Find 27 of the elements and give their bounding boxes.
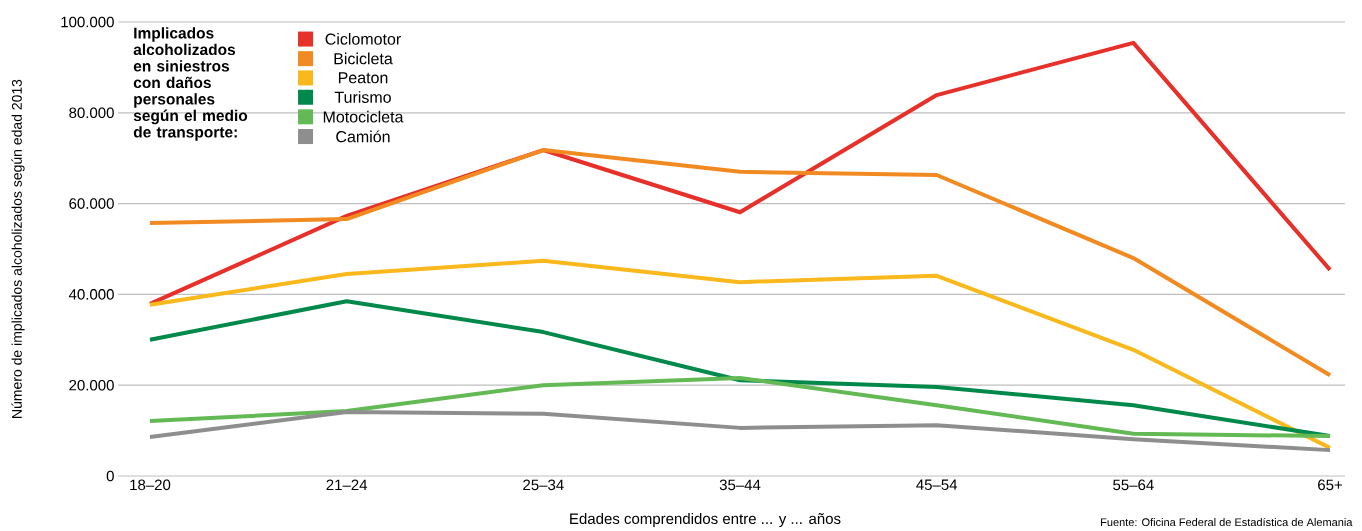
y-tick-label: 100.000 (61, 16, 114, 28)
line-series (148, 375, 1333, 439)
legend-label: Turismo (334, 91, 391, 103)
y-axis-title: Número de implicados alcoholizados según edad 2013 (11, 79, 25, 418)
line-series (148, 409, 1333, 453)
y-tick-label: 80.000 (69, 107, 114, 119)
x-tick-label: 45–54 (916, 479, 958, 490)
x-tick-label: 25–34 (523, 479, 564, 491)
x-tick-label: 35–44 (719, 479, 761, 491)
y-tick-label: 40.000 (68, 289, 114, 300)
y-tick-label: 0 (106, 470, 114, 482)
x-tick-label: 65+ (1318, 479, 1343, 491)
legend-label: Bicicleta (334, 52, 393, 65)
line-series (148, 258, 1333, 450)
legend-title: Implicados alcoholizados en siniestros con daños personales según el medio de transporte: (133, 27, 248, 141)
y-tick-label: 60.000 (69, 198, 114, 209)
line-series (148, 148, 1333, 378)
x-tick-label: 55–64 (1113, 479, 1154, 491)
legend-label: Peaton (338, 72, 388, 84)
x-tick-label: 18–20 (130, 479, 171, 491)
legend-label: Motocicleta (323, 110, 404, 123)
legend-label: Camión (336, 130, 390, 143)
legend-label: Ciclomotor (325, 33, 401, 45)
x-axis-title: Edades comprendidos entre ... y ... años (570, 513, 841, 527)
source-note: Fuente: Oficina Federal de Estadística de Alemania (1101, 517, 1353, 527)
x-tick-label: 21–24 (326, 479, 368, 491)
y-tick-label: 20.000 (69, 379, 114, 391)
